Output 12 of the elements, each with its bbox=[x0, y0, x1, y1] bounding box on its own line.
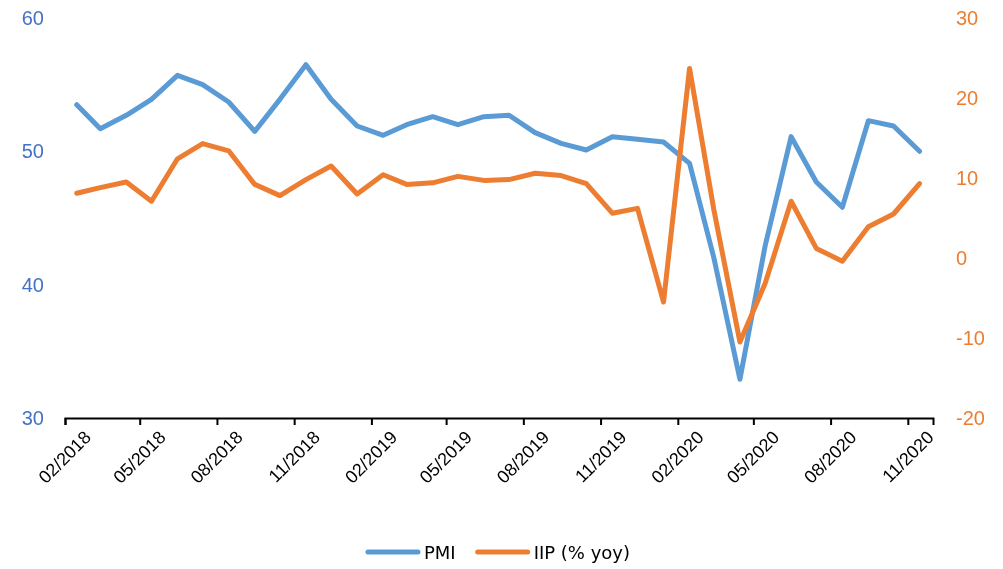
y-tick-label: 60 bbox=[21, 6, 44, 29]
y-tick-label: 40 bbox=[21, 273, 44, 296]
y2-tick-label: -10 bbox=[956, 326, 985, 349]
y2-tick-label: 10 bbox=[956, 166, 979, 189]
y-tick-label: 30 bbox=[21, 406, 44, 429]
y2-tick-label: 20 bbox=[956, 86, 979, 109]
y2-tick-label: -20 bbox=[956, 406, 985, 429]
y-tick-label: 50 bbox=[21, 140, 44, 163]
legend-label: IIP (% yoy) bbox=[533, 542, 631, 563]
legend-label: PMI bbox=[423, 542, 456, 563]
y2-tick-label: 30 bbox=[956, 6, 979, 29]
y2-tick-label: 0 bbox=[956, 246, 968, 269]
